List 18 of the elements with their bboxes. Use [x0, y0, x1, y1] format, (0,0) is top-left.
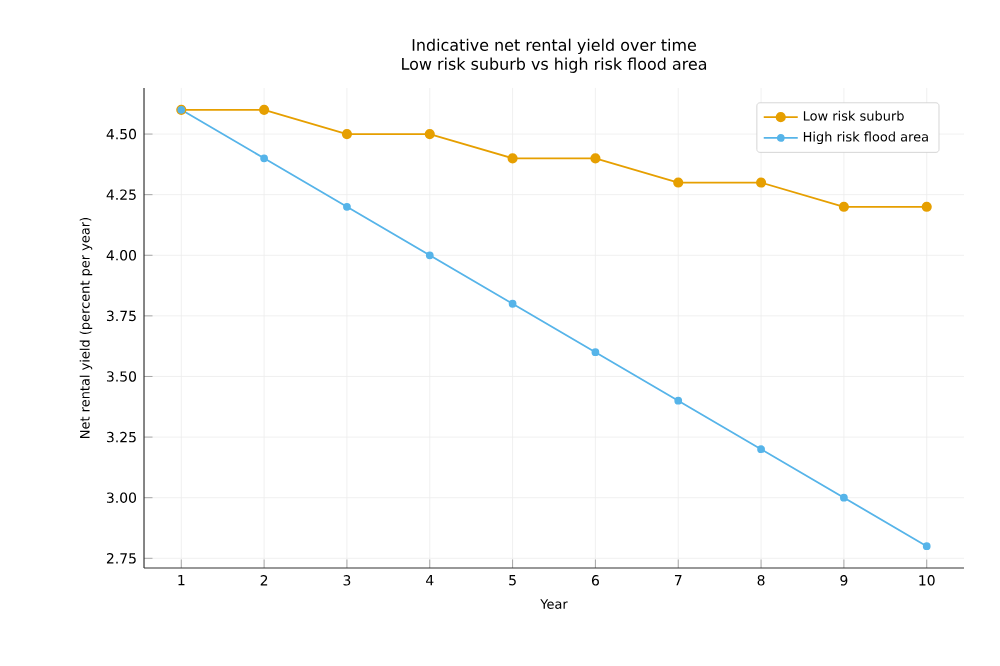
- point: [341, 128, 353, 140]
- point: [673, 177, 684, 188]
- point: [343, 202, 351, 211]
- point: [922, 542, 931, 551]
- point: [921, 201, 932, 212]
- point: [424, 128, 435, 140]
- point: [508, 299, 517, 308]
- point: [425, 251, 434, 260]
- point: [590, 153, 601, 164]
- point: [507, 153, 518, 164]
- point: [838, 201, 849, 212]
- point: [840, 493, 848, 502]
- point: [755, 177, 767, 188]
- point: [757, 445, 765, 454]
- point: [259, 104, 270, 115]
- point: [260, 154, 268, 163]
- point: [591, 348, 600, 357]
- point: [674, 396, 683, 405]
